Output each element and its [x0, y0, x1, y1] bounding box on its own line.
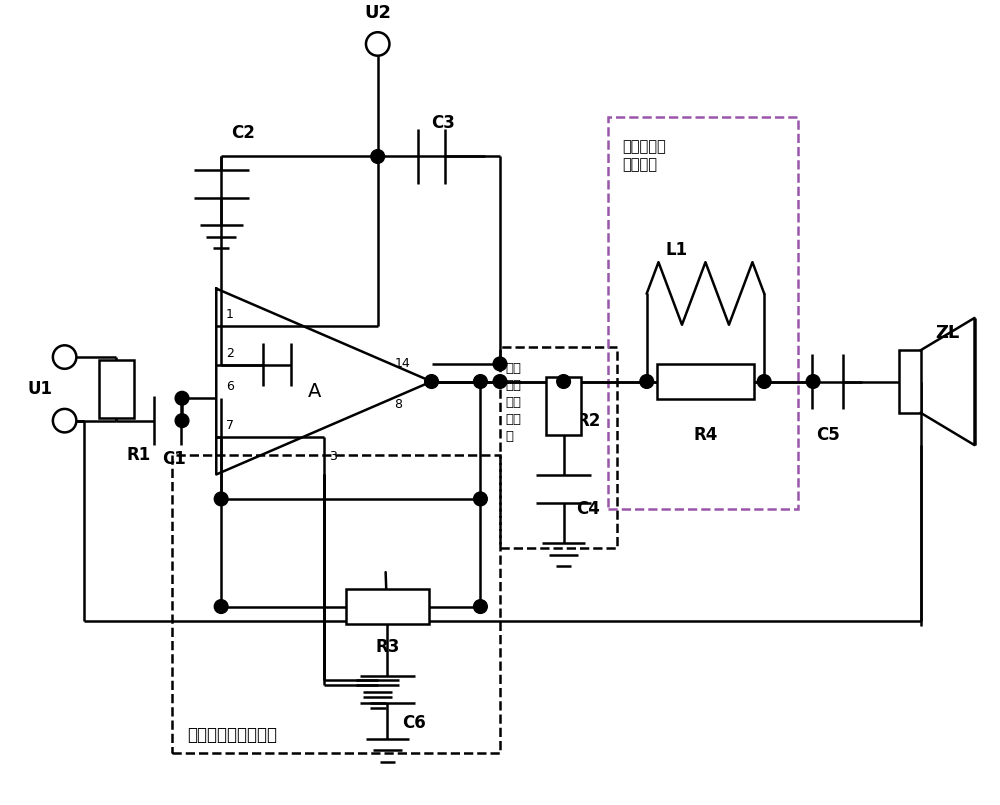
Text: 14: 14: [394, 357, 410, 369]
Circle shape: [474, 600, 487, 613]
Text: C2: C2: [231, 124, 255, 142]
Circle shape: [806, 374, 820, 388]
Text: 1: 1: [226, 308, 234, 321]
Circle shape: [214, 600, 228, 613]
Text: U1: U1: [28, 380, 53, 398]
Circle shape: [640, 374, 654, 388]
Bar: [346, 589, 429, 624]
Text: C1: C1: [162, 450, 186, 468]
Circle shape: [557, 374, 570, 388]
Circle shape: [214, 492, 228, 506]
Text: A: A: [307, 382, 321, 401]
Circle shape: [474, 492, 487, 506]
Bar: [657, 364, 754, 399]
Text: 7: 7: [226, 419, 234, 432]
Bar: [899, 350, 921, 413]
Bar: [546, 377, 581, 436]
Circle shape: [371, 150, 385, 163]
Text: R2: R2: [576, 411, 601, 430]
Circle shape: [493, 357, 507, 371]
Bar: [172, 455, 500, 753]
Bar: [99, 360, 134, 419]
Text: 6: 6: [226, 380, 234, 394]
Circle shape: [175, 391, 189, 405]
Text: R4: R4: [693, 426, 718, 444]
Circle shape: [425, 374, 438, 388]
Circle shape: [493, 374, 507, 388]
Text: L1: L1: [665, 242, 687, 259]
Text: R3: R3: [375, 638, 400, 656]
Text: C4: C4: [576, 500, 600, 518]
Circle shape: [175, 414, 189, 427]
Text: 3: 3: [329, 450, 337, 463]
Text: 2: 2: [226, 347, 234, 360]
Text: ZL: ZL: [935, 324, 960, 342]
Text: R1: R1: [126, 446, 151, 464]
Text: 第三防自激
振荡装置: 第三防自激 振荡装置: [622, 139, 666, 172]
Text: U2: U2: [364, 5, 391, 23]
Bar: [500, 347, 617, 548]
Text: 第二
防自
激振
荡装
置: 第二 防自 激振 荡装 置: [505, 362, 521, 443]
Text: C5: C5: [816, 426, 840, 444]
Text: C6: C6: [402, 714, 426, 733]
Bar: [608, 118, 798, 509]
Text: 第一防自激振荡装置: 第一防自激振荡装置: [187, 725, 277, 744]
Text: 8: 8: [394, 398, 402, 411]
Circle shape: [474, 374, 487, 388]
Text: C3: C3: [432, 114, 455, 132]
Circle shape: [757, 374, 771, 388]
